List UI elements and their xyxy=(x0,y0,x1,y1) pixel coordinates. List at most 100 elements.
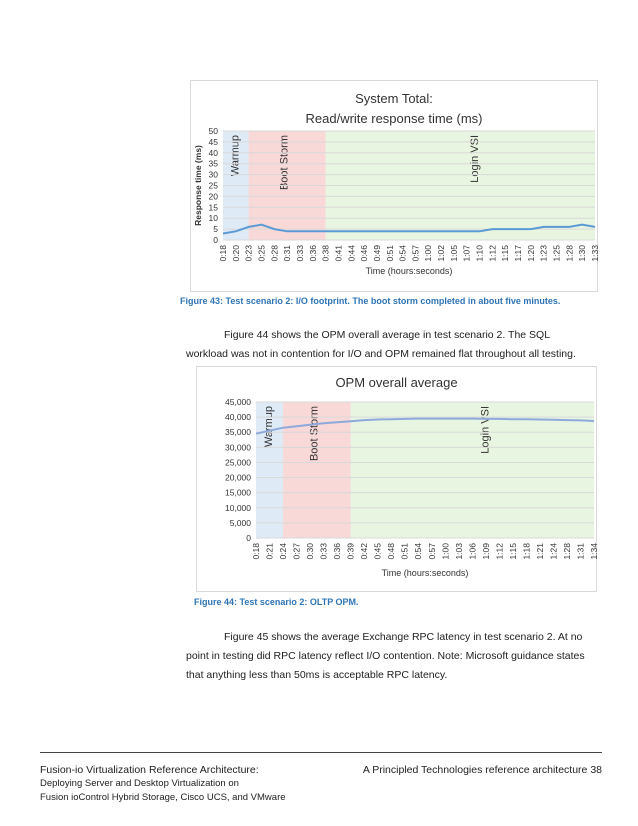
x-tick-label: 1:03 xyxy=(454,543,464,560)
chart-subtitle: Read/write response time (ms) xyxy=(306,111,483,126)
x-tick-label: 0:57 xyxy=(427,543,437,560)
x-tick-label: 1:28 xyxy=(562,543,572,560)
x-tick-label: 0:51 xyxy=(385,245,395,262)
y-tick-label: 5,000 xyxy=(230,518,252,528)
x-tick-label: 0:54 xyxy=(398,245,408,262)
region-label: Login VSI xyxy=(479,406,491,454)
x-tick-label: 0:24 xyxy=(278,543,288,560)
page-number: 38 xyxy=(590,764,602,776)
x-tick-label: 0:28 xyxy=(269,245,279,262)
x-tick-label: 0:23 xyxy=(244,245,254,262)
x-tick-label: 0:25 xyxy=(256,245,266,262)
caption: Figure 44: Test scenario 2: OLTP OPM. xyxy=(194,597,359,607)
footer-left: Fusion-io Virtualization Reference Archi… xyxy=(40,763,286,805)
y-tick-label: 0 xyxy=(246,533,251,543)
x-tick-label: 1:17 xyxy=(513,245,523,262)
region xyxy=(256,402,284,538)
caption: Figure 43: Test scenario 2: I/O footprin… xyxy=(180,296,561,306)
paragraph: Figure 44 shows the OPM overall average … xyxy=(186,329,576,360)
line xyxy=(222,223,596,235)
region-label: Boot Storm xyxy=(308,406,320,461)
footer-rule xyxy=(40,752,602,753)
x-tick-label: 0:33 xyxy=(319,543,329,560)
x-tick-label: 0:49 xyxy=(372,245,382,262)
x-tick-label: 0:27 xyxy=(292,543,302,560)
region xyxy=(350,402,594,538)
y-tick-label: 15 xyxy=(209,202,219,212)
x-tick-label: 0:45 xyxy=(373,543,383,560)
x-tick-label: 0:30 xyxy=(305,543,315,560)
y-tick-label: 20 xyxy=(209,191,219,201)
x-tick-label: 0:33 xyxy=(295,245,305,262)
footer-right: A Principled Technologies reference arch… xyxy=(363,763,602,777)
x-tick-label: 1:15 xyxy=(508,543,518,560)
y-tick-label: 20,000 xyxy=(225,473,251,483)
x-tick-label: 0:31 xyxy=(282,245,292,262)
x-tick-label: 0:51 xyxy=(400,543,410,560)
footer-line: Fusion ioControl Hybrid Storage, Cisco U… xyxy=(40,792,286,803)
y-tick-label: 0 xyxy=(213,235,218,245)
x-tick-label: 1:33 xyxy=(590,245,598,262)
x-tick-label: 0:57 xyxy=(410,245,420,262)
footer-line: Fusion-io Virtualization Reference Archi… xyxy=(40,764,259,776)
y-tick-label: 45,000 xyxy=(225,397,251,407)
x-tick-label: 1:25 xyxy=(552,245,562,262)
region-label: Login VSI xyxy=(469,135,481,183)
y-tick-label: 30,000 xyxy=(225,442,251,452)
x-tick-label: 1:34 xyxy=(589,543,597,560)
x-tick-label: 1:02 xyxy=(436,245,446,262)
footer-ref: A Principled Technologies reference arch… xyxy=(362,764,588,776)
y-tick-label: 10,000 xyxy=(225,503,251,513)
x-tick-label: 1:12 xyxy=(494,543,504,560)
region-label: Warmup xyxy=(263,406,275,447)
y-tick-label: 25,000 xyxy=(225,457,251,467)
x-tick-label: 1:31 xyxy=(575,543,585,560)
x-tick-label: 1:18 xyxy=(521,543,531,560)
x-tick-label: 1:24 xyxy=(548,543,558,560)
x-tick-label: 0:36 xyxy=(332,543,342,560)
y-tick-label: 5 xyxy=(213,224,218,234)
y-tick-label: 30 xyxy=(209,170,219,180)
paragraph: Figure 45 shows the average Exchange RPC… xyxy=(186,631,585,681)
x-tick-label: 1:07 xyxy=(462,245,472,262)
chart: Warmup Boot Storm Login VSI 0 5,000 10,000 15,… xyxy=(196,366,597,592)
x-tick-label: 1:21 xyxy=(535,543,545,560)
x-tick-label: 1:09 xyxy=(481,543,491,560)
x-tick-label: 0:48 xyxy=(386,543,396,560)
chart-title: System Total: xyxy=(355,91,433,106)
x-tick-label: 0:36 xyxy=(308,245,318,262)
x-tick-label: 1:12 xyxy=(487,245,497,262)
x-axis-label: Time (hours:seconds) xyxy=(366,266,453,276)
y-tick-label: 10 xyxy=(209,213,219,223)
x-tick-label: 0:20 xyxy=(231,245,241,262)
region-label: Warmup xyxy=(230,135,242,176)
x-tick-label: 0:39 xyxy=(346,543,356,560)
chart-title: OPM overall average xyxy=(335,375,457,390)
x-tick-label: 0:46 xyxy=(359,245,369,262)
x-tick-label: 1:10 xyxy=(475,245,485,262)
y-tick-label: 35,000 xyxy=(225,427,251,437)
x-tick-label: 1:06 xyxy=(467,543,477,560)
x-tick-label: 1:00 xyxy=(423,245,433,262)
x-tick-label: 0:54 xyxy=(413,543,423,560)
x-tick-label: 1:05 xyxy=(449,245,459,262)
x-tick-label: 1:23 xyxy=(539,245,549,262)
y-tick-label: 40 xyxy=(209,148,219,158)
footer-line: Deploying Server and Desktop Virtualizat… xyxy=(40,778,239,789)
line xyxy=(255,417,595,435)
x-tick-label: 0:44 xyxy=(346,245,356,262)
x-tick-label: 1:15 xyxy=(500,245,510,262)
region-label: Boot Storm xyxy=(278,135,290,190)
x-tick-label: 1:20 xyxy=(526,245,536,262)
x-tick-label: 0:41 xyxy=(333,245,343,262)
x-tick-label: 1:28 xyxy=(564,245,574,262)
x-tick-label: 1:00 xyxy=(440,543,450,560)
x-tick-label: 0:42 xyxy=(359,543,369,560)
x-tick-label: 0:38 xyxy=(321,245,331,262)
x-tick-label: 0:18 xyxy=(218,245,228,262)
x-tick-label: 1:30 xyxy=(577,245,587,262)
x-axis-label: Time (hours:seconds) xyxy=(382,568,469,578)
y-axis-label: Response time (ms) xyxy=(193,145,203,226)
chart: Warmup Boot Storm Login VSI051015202530354… xyxy=(190,80,598,292)
